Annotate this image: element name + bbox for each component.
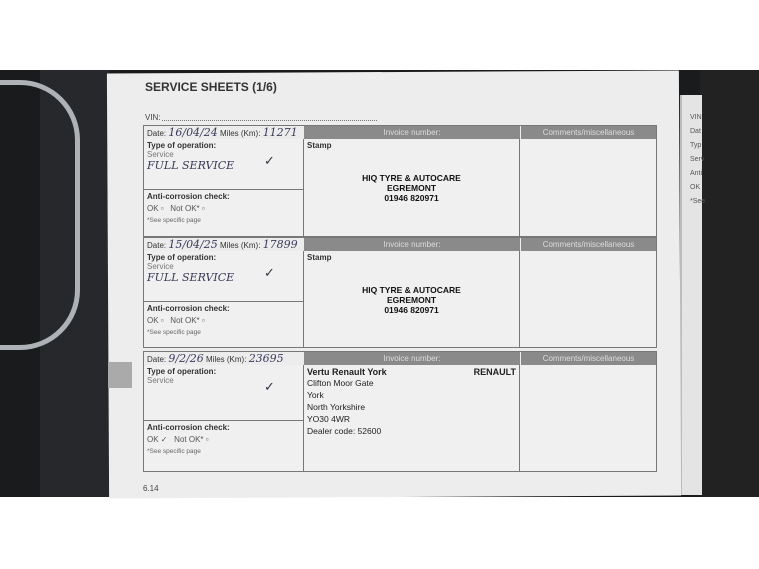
stamp-area: Stamp HIQ TYRE & AUTOCARE EGREMONT 01946 8… — [304, 139, 520, 236]
service-record: Date: 16/04/24 Miles (Km): 11271 Invoice… — [143, 125, 657, 237]
stamp-line: 01946 820971 — [384, 305, 439, 315]
invoice-label: Invoice number: — [383, 354, 441, 363]
page-tab — [108, 362, 132, 388]
stamp-line: Dealer code: 52600 — [307, 426, 382, 436]
see-note: *See specific page — [147, 447, 201, 455]
comments-area — [520, 365, 656, 471]
date-label: Date: — [147, 129, 167, 138]
comments-label: Comments/miscellaneous — [520, 238, 656, 251]
stamp-line: York — [307, 390, 324, 400]
service-label: Service — [147, 150, 174, 159]
dealer-name: Vertu Renault York — [307, 367, 387, 377]
service-note: FULL SERVICE — [147, 271, 235, 284]
comments-label: Comments/miscellaneous — [520, 126, 656, 139]
date-value: 9/2/26 — [168, 352, 204, 365]
date-miles: Date: 9/2/26 Miles (Km): 23695 — [144, 352, 304, 365]
stamp-line: HIQ TYRE & AUTOCARE — [362, 285, 461, 295]
stamp-line: YO30 4WR — [307, 414, 350, 424]
label: OK — [690, 184, 701, 191]
service-record: Date: 15/04/25 Miles (Km): 17899 Invoice… — [143, 237, 657, 348]
anti-corrosion-label: Anti-corrosion check: — [147, 303, 230, 313]
brand: RENAULT — [473, 367, 516, 377]
stamp-label: Stamp — [307, 141, 332, 150]
stamp-line: Clifton Moor Gate — [307, 378, 374, 388]
comments-area — [520, 251, 656, 347]
date-label: Date: — [147, 355, 167, 364]
ok-label: OK — [147, 204, 159, 214]
stamp-line: 01946 820971 — [384, 193, 439, 203]
not-ok-label: Not OK* — [174, 434, 204, 444]
invoice-label: Invoice number: — [383, 240, 441, 249]
stamp-line: HIQ TYRE & AUTOCARE — [362, 173, 461, 183]
type-label: Type of operation: — [147, 253, 217, 262]
label: Dat — [690, 128, 701, 135]
date-miles: Date: 16/04/24 Miles (Km): 11271 — [144, 126, 304, 139]
date-label: Date: — [147, 241, 167, 250]
miles-label: Miles (Km): — [220, 129, 261, 138]
miles-label: Miles (Km): — [206, 355, 247, 364]
type-label: Type of operation: — [147, 141, 217, 150]
service-record: Date: 9/2/26 Miles (Km): 23695 Invoice n… — [143, 351, 657, 472]
date-value: 16/04/24 — [168, 126, 218, 139]
stamp-label: Stamp — [307, 253, 332, 262]
stamp-line: North Yorkshire — [307, 402, 366, 412]
date-value: 15/04/25 — [168, 238, 218, 251]
label: Anti — [690, 170, 703, 177]
vin-line — [162, 120, 377, 121]
check-icon: ✓ — [160, 434, 168, 444]
service-label: Service — [147, 262, 174, 271]
ok-label: OK — [147, 434, 159, 444]
not-ok-label: Not OK* — [170, 315, 200, 325]
check-icon: ✓ — [264, 153, 275, 168]
check-icon: ✓ — [264, 265, 275, 280]
dark-background — [700, 70, 759, 497]
anti-corrosion-label: Anti-corrosion check: — [147, 422, 230, 432]
dashboard-trim — [0, 80, 80, 350]
vin-label: VIN: — [145, 113, 161, 122]
see-note: *See specific page — [147, 328, 201, 336]
comments-area — [520, 139, 656, 236]
see-note: *See specific page — [147, 217, 201, 225]
stamp-area: Stamp HIQ TYRE & AUTOCARE EGREMONT 01946 8… — [304, 251, 520, 347]
comments-label: Comments/miscellaneous — [520, 352, 656, 365]
miles-value: 17899 — [262, 238, 298, 251]
not-ok-label: Not OK* — [170, 204, 200, 214]
facing-page: VIN Dat Typ Serv Anti OK *See — [680, 95, 706, 495]
label: *See — [690, 198, 706, 205]
invoice-label: Invoice number: — [383, 128, 441, 137]
label: VIN — [690, 114, 702, 121]
miles-label: Miles (Km): — [220, 241, 261, 250]
date-miles: Date: 15/04/25 Miles (Km): 17899 — [144, 238, 304, 251]
service-label: Service — [147, 376, 174, 385]
service-note: FULL SERVICE — [147, 159, 235, 172]
ok-label: OK — [147, 315, 159, 325]
check-icon: ✓ — [264, 379, 275, 394]
page-number: 6.14 — [143, 484, 159, 493]
type-label: Type of operation: — [147, 367, 217, 376]
stamp-line: EGREMONT — [386, 295, 437, 305]
label: Typ — [690, 142, 702, 149]
miles-value: 11271 — [262, 126, 298, 139]
label: Serv — [690, 156, 705, 163]
stamp-area: Vertu Renault York RENAULT Clifton Moor G… — [304, 365, 520, 471]
stamp-line: EGREMONT — [386, 183, 437, 193]
miles-value: 23695 — [248, 352, 284, 365]
page-title: SERVICE SHEETS (1/6) — [145, 80, 277, 94]
anti-corrosion-label: Anti-corrosion check: — [147, 192, 230, 202]
